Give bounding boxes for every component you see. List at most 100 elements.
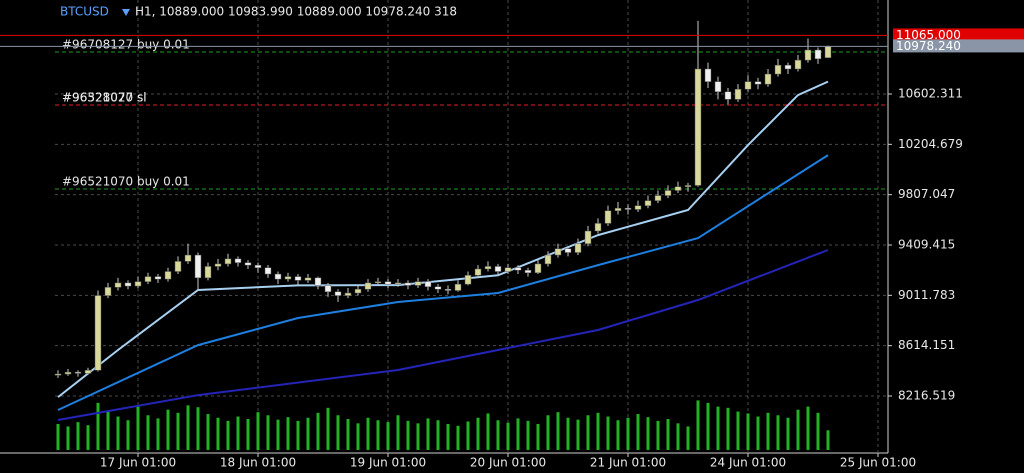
volume-bar [556, 412, 560, 450]
candle-body [334, 291, 342, 296]
candle-body [384, 281, 392, 285]
volume-bar [196, 407, 200, 450]
candle-body [504, 267, 512, 272]
candle-body [684, 185, 692, 187]
volume-bar [256, 412, 260, 450]
volume-bar [306, 417, 310, 450]
volume-bar [236, 416, 240, 450]
volume-bar [536, 423, 540, 450]
volume-bar [226, 420, 230, 450]
x-tick-label: 24 Jun 01:00 [710, 456, 786, 470]
volume-bar [776, 415, 780, 450]
volume-bar [126, 420, 130, 450]
candle-body [314, 277, 322, 286]
symbol: BTCUSD [60, 5, 109, 19]
candle-body [774, 64, 782, 75]
order-label: #96521070 buy 0.01 [62, 174, 190, 188]
x-tick-label: 17 Jun 01:00 [100, 456, 176, 470]
candle-body [704, 68, 712, 82]
x-tick-label: 25 Jun 01:00 [840, 456, 916, 470]
candle-body [254, 264, 262, 268]
price-label: 11065.000 [896, 28, 961, 42]
volume-bar [96, 402, 100, 450]
volume-bar [446, 423, 450, 450]
candle-body [634, 205, 642, 210]
volume-bar [616, 420, 620, 450]
volume-bar [586, 415, 590, 450]
candle-body [124, 282, 132, 287]
x-tick-label: 20 Jun 01:00 [470, 456, 546, 470]
candle-body [694, 68, 702, 186]
volume-bar [626, 417, 630, 450]
volume-bar [246, 419, 250, 450]
candle-body [94, 295, 102, 371]
volume-bar [286, 417, 290, 450]
y-tick-label: 10204.679 [898, 137, 963, 151]
volume-bar [426, 418, 430, 450]
candle-body [184, 254, 192, 262]
volume-bar [756, 416, 760, 450]
candle-body [344, 292, 352, 296]
candle-body [734, 88, 742, 100]
candle-body [744, 81, 752, 90]
volume-bar [466, 421, 470, 450]
volume-bar [346, 419, 350, 450]
volume-bar [406, 420, 410, 450]
volume-bar [526, 420, 530, 450]
candle-body [84, 369, 92, 374]
candle-body [654, 195, 662, 201]
candle-body [754, 81, 762, 85]
candle-body [104, 287, 112, 296]
candle-body [494, 266, 502, 272]
volume-bar [266, 415, 270, 450]
candle-body [394, 282, 402, 285]
volume-bar [296, 420, 300, 450]
volume-bar [786, 417, 790, 450]
volume-bar [156, 418, 160, 450]
moving-average [57, 80, 829, 398]
candle-body [664, 190, 672, 196]
volume-bar [416, 423, 420, 450]
x-tick-label: 18 Jun 01:00 [220, 456, 296, 470]
volume-bar [186, 405, 190, 450]
volume-bar [696, 400, 700, 450]
candle-body [474, 268, 482, 276]
candle-body [424, 281, 432, 287]
volume-bar [746, 413, 750, 450]
volume-bar [666, 419, 670, 450]
candle-body [794, 59, 802, 70]
volume-bar [496, 420, 500, 450]
volume-bar [166, 409, 170, 450]
volume-bar [636, 414, 640, 450]
candle-body [614, 207, 622, 211]
candle-body [204, 266, 212, 279]
volume-bar [176, 412, 180, 450]
y-tick-label: 9807.047 [898, 187, 955, 201]
candle-body [374, 281, 382, 284]
volume-bar [646, 417, 650, 450]
candle-body [444, 288, 452, 291]
volume-bar [576, 419, 580, 450]
volume-bar [816, 412, 820, 450]
candle-body [434, 286, 442, 290]
candle-body [524, 269, 532, 274]
candle-body [144, 276, 152, 282]
volume-bar [146, 415, 150, 450]
volume-bar [766, 412, 770, 450]
volume-bar [796, 409, 800, 450]
volume-bar [686, 426, 690, 450]
candle-body [304, 277, 312, 281]
candle-body [814, 49, 822, 60]
candle-body [674, 186, 682, 191]
candle-body [574, 243, 582, 253]
volume-bar [736, 411, 740, 450]
symbol-dropdown[interactable] [122, 9, 130, 16]
order-label: #96708127 buy 0.01 [62, 38, 190, 52]
candle-body [554, 248, 562, 256]
y-tick-label: 8614.151 [898, 338, 955, 352]
volume-bar [326, 407, 330, 450]
volume-bar [66, 426, 70, 450]
x-tick-label: 19 Jun 01:00 [350, 456, 426, 470]
volume-bar [826, 430, 830, 450]
candle-body [174, 261, 182, 272]
